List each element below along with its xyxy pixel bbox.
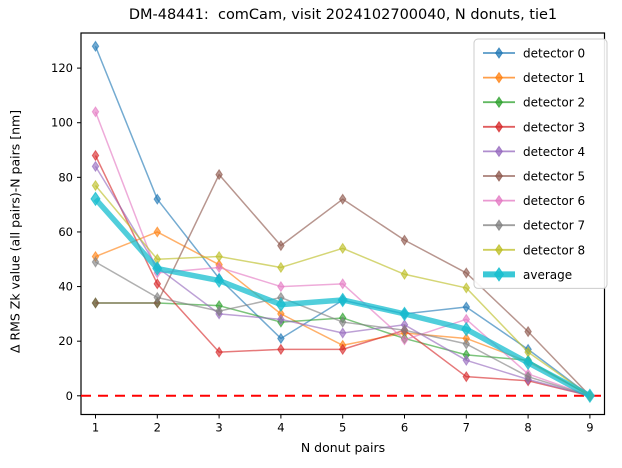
x-tick-label: 6 xyxy=(401,421,408,435)
series-marker-detector-5 xyxy=(277,239,285,252)
series-marker-detector-6 xyxy=(91,106,100,118)
series-marker-detector-3 xyxy=(91,149,100,162)
legend-marker-detector-7 xyxy=(494,219,504,232)
legend-marker-detector-3 xyxy=(494,120,504,133)
y-tick-label: 40 xyxy=(58,280,73,294)
series-marker-average xyxy=(584,388,596,404)
chart-title: DM-48441: comCam, visit 2024102700040, N… xyxy=(128,7,558,23)
series-marker-detector-3 xyxy=(215,346,223,358)
legend-marker-detector-6 xyxy=(494,194,504,207)
series-marker-average xyxy=(522,355,534,371)
x-tick-label: 9 xyxy=(586,421,593,435)
series-marker-detector-8 xyxy=(91,179,100,192)
series-marker-average xyxy=(213,273,225,288)
series-marker-average xyxy=(275,297,287,312)
series-marker-average xyxy=(337,292,348,308)
series-marker-average xyxy=(152,261,163,276)
series-marker-detector-1 xyxy=(153,226,162,238)
series-marker-detector-0 xyxy=(462,301,471,313)
series-marker-detector-6 xyxy=(338,278,347,290)
legend-entry-label: detector 7 xyxy=(523,219,585,233)
series-marker-detector-3 xyxy=(338,343,347,356)
series-marker-average xyxy=(461,321,472,337)
legend-entry-label: average xyxy=(523,268,572,282)
y-tick-label: 20 xyxy=(58,334,73,348)
series-marker-detector-5 xyxy=(338,193,347,205)
legend-marker-detector-1 xyxy=(494,71,504,84)
series-marker-detector-7 xyxy=(400,324,409,336)
y-tick-label: 80 xyxy=(58,170,73,184)
y-tick-label: 120 xyxy=(51,61,73,75)
legend-entry-label: detector 2 xyxy=(523,96,585,110)
legend-marker-detector-4 xyxy=(494,145,504,158)
x-tick-label: 3 xyxy=(215,421,222,435)
y-tick-label: 0 xyxy=(66,389,73,403)
series-marker-detector-4 xyxy=(462,354,471,367)
x-tick-label: 4 xyxy=(277,421,284,435)
series-marker-detector-6 xyxy=(277,280,285,293)
series-marker-detector-8 xyxy=(215,250,223,263)
series-marker-detector-4 xyxy=(91,160,100,173)
series-marker-detector-0 xyxy=(91,40,100,52)
legend-entry-label: detector 1 xyxy=(523,71,585,85)
series-marker-detector-7 xyxy=(91,256,100,268)
series-marker-detector-5 xyxy=(215,168,223,181)
legend-entry-label: detector 0 xyxy=(523,47,585,61)
series-marker-detector-5 xyxy=(462,267,471,279)
legend-entry-label: detector 3 xyxy=(523,120,585,134)
x-tick-label: 2 xyxy=(154,421,161,435)
legend-entry-label: detector 6 xyxy=(523,194,585,208)
series-marker-detector-8 xyxy=(338,242,347,255)
series-marker-detector-7 xyxy=(524,370,532,383)
series-marker-detector-0 xyxy=(277,332,285,345)
series-marker-detector-8 xyxy=(462,282,471,294)
series-marker-detector-7 xyxy=(338,316,347,328)
series-marker-detector-0 xyxy=(153,193,162,205)
x-tick-label: 7 xyxy=(463,421,470,435)
legend-entry-label: detector 8 xyxy=(523,243,585,257)
y-axis-label: Δ RMS Zk value (all pairs)-N pairs [nm] xyxy=(7,109,23,354)
x-axis-label: N donut pairs xyxy=(300,440,386,455)
series-marker-detector-5 xyxy=(91,297,100,309)
series-marker-detector-6 xyxy=(215,261,223,274)
series-marker-detector-7 xyxy=(153,291,162,304)
y-tick-label: 100 xyxy=(51,116,73,130)
series-marker-detector-5 xyxy=(524,325,532,338)
legend-entry-label: detector 4 xyxy=(523,145,585,159)
series-marker-detector-8 xyxy=(277,261,285,274)
legend-marker-detector-2 xyxy=(494,96,504,109)
series-marker-detector-6 xyxy=(400,334,409,346)
legend-marker-average xyxy=(493,267,505,282)
series-marker-detector-3 xyxy=(153,278,162,290)
y-tick-label: 60 xyxy=(58,225,73,239)
series-marker-average xyxy=(90,191,101,207)
x-tick-label: 1 xyxy=(92,421,99,435)
series-marker-average xyxy=(399,306,410,322)
series-marker-detector-8 xyxy=(400,268,409,280)
series-marker-detector-7 xyxy=(462,338,471,350)
legend-marker-detector-8 xyxy=(494,243,504,256)
series-marker-detector-4 xyxy=(338,327,347,339)
legend-marker-detector-5 xyxy=(494,170,504,182)
legend-marker-detector-0 xyxy=(494,47,504,59)
series-marker-detector-3 xyxy=(277,343,285,356)
series-marker-detector-4 xyxy=(277,313,285,326)
legend-entry-label: detector 5 xyxy=(523,170,585,184)
series-marker-detector-3 xyxy=(462,370,471,383)
series-marker-detector-5 xyxy=(400,234,409,246)
x-tick-label: 5 xyxy=(339,421,346,435)
series-marker-detector-7 xyxy=(215,305,223,317)
x-tick-label: 8 xyxy=(524,421,531,435)
